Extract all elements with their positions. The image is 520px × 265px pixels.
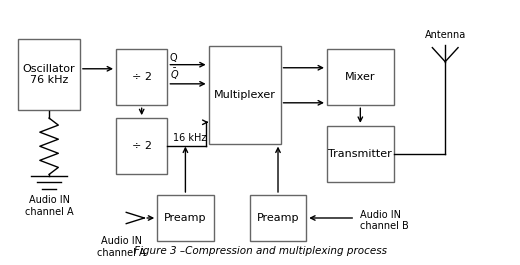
Text: Antenna: Antenna	[424, 30, 466, 40]
Bar	[157, 195, 214, 241]
Bar	[18, 39, 80, 111]
Text: 16 kHz: 16 kHz	[173, 133, 206, 143]
Bar	[250, 195, 306, 241]
Bar	[209, 46, 281, 144]
Bar	[327, 126, 394, 182]
Text: Multiplexer: Multiplexer	[214, 90, 276, 100]
Text: Figure 3 –Compression and multiplexing process: Figure 3 –Compression and multiplexing p…	[134, 246, 386, 257]
Text: Audio IN
channel A: Audio IN channel A	[97, 236, 146, 258]
Bar	[116, 118, 167, 174]
Text: Preamp: Preamp	[257, 213, 299, 223]
Text: Preamp: Preamp	[164, 213, 206, 223]
Text: Oscillator
76 kHz: Oscillator 76 kHz	[23, 64, 75, 85]
Text: Q: Q	[170, 53, 178, 63]
Bar	[116, 49, 167, 105]
Text: Audio IN
channel B: Audio IN channel B	[360, 210, 409, 231]
Text: Audio IN
channel A: Audio IN channel A	[25, 195, 73, 217]
Text: Mixer: Mixer	[345, 72, 375, 82]
Text: $\bar{Q}$: $\bar{Q}$	[170, 67, 179, 82]
Text: ÷ 2: ÷ 2	[132, 141, 152, 151]
Bar	[327, 49, 394, 105]
Text: Transmitter: Transmitter	[329, 149, 392, 159]
Text: ÷ 2: ÷ 2	[132, 72, 152, 82]
